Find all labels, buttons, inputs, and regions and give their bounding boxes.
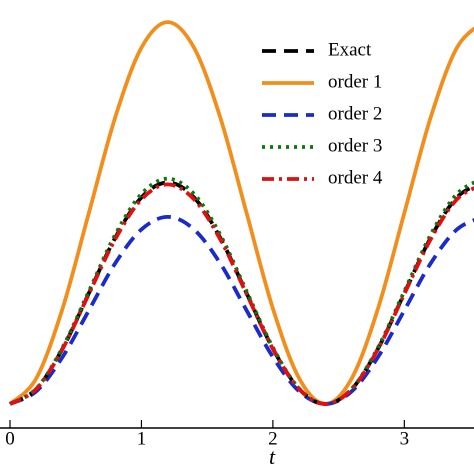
legend-label: order 2 (328, 103, 382, 124)
series-line (9, 182, 474, 406)
x-tick-label: 3 (400, 428, 410, 449)
x-tick-label: 2 (268, 428, 278, 449)
legend-label: order 3 (328, 135, 382, 156)
legend-label: order 1 (328, 71, 382, 92)
x-tick-label: 0 (5, 428, 15, 449)
plot-area (8, 20, 474, 406)
legend-label: Exact (328, 39, 372, 60)
x-axis-label: t (269, 444, 276, 469)
legend-label: order 4 (328, 167, 383, 188)
series-line (9, 214, 474, 406)
x-tick-label: 1 (137, 428, 147, 449)
series-line (9, 176, 474, 406)
series-line (8, 20, 474, 406)
